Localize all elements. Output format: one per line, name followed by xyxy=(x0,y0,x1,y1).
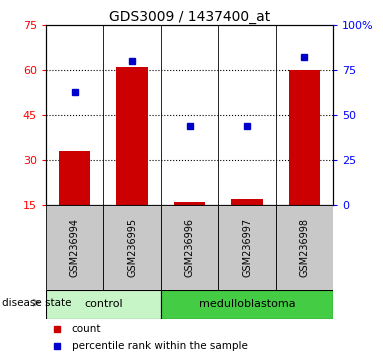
Bar xyxy=(161,290,333,319)
Title: GDS3009 / 1437400_at: GDS3009 / 1437400_at xyxy=(109,10,270,24)
Bar xyxy=(289,70,320,205)
Text: GSM236994: GSM236994 xyxy=(70,218,80,277)
Bar xyxy=(46,205,103,290)
Text: GSM236998: GSM236998 xyxy=(300,218,309,277)
Bar xyxy=(103,205,161,290)
Bar xyxy=(218,205,276,290)
Bar xyxy=(231,199,263,205)
Bar xyxy=(161,205,218,290)
Text: percentile rank within the sample: percentile rank within the sample xyxy=(72,341,248,351)
Bar xyxy=(276,205,333,290)
Bar xyxy=(59,151,90,205)
Text: count: count xyxy=(72,324,101,333)
Bar xyxy=(174,202,205,205)
Text: GSM236995: GSM236995 xyxy=(127,218,137,278)
Text: medulloblastoma: medulloblastoma xyxy=(199,299,295,309)
Text: control: control xyxy=(84,299,123,309)
Bar xyxy=(116,67,148,205)
Text: GSM236997: GSM236997 xyxy=(242,218,252,278)
Text: GSM236996: GSM236996 xyxy=(185,218,195,277)
Text: disease state: disease state xyxy=(2,298,71,308)
Bar xyxy=(46,290,161,319)
